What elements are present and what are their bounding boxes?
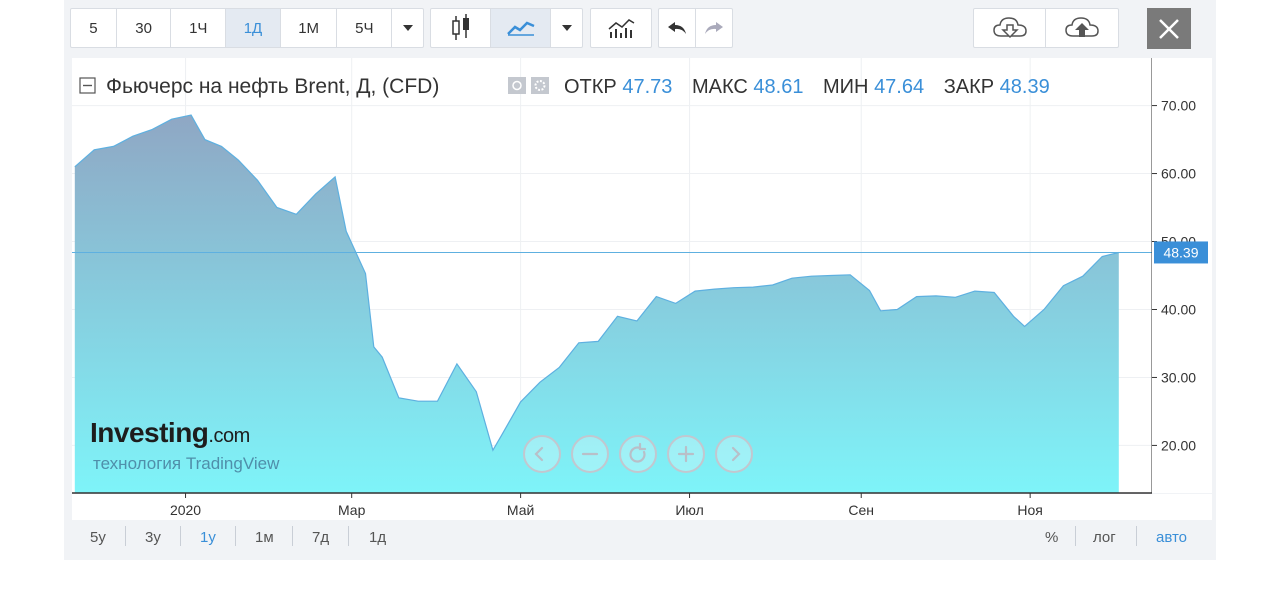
time-tick-label: Май — [507, 502, 534, 518]
indicators-button[interactable] — [591, 9, 651, 47]
style-dropdown-button[interactable] — [551, 9, 582, 47]
history-toolbar — [658, 8, 733, 48]
area-line-icon — [506, 21, 535, 36]
low-value: 47.64 — [874, 76, 924, 98]
cloud-download-icon — [992, 17, 1027, 39]
price-tick-label: 60.00 — [1161, 166, 1196, 182]
last-price-label: 48.39 — [1163, 244, 1198, 260]
time-tick-label: Июл — [675, 502, 703, 518]
watermark-brand-suffix: .com — [208, 425, 249, 447]
dropdown-icon — [402, 25, 413, 31]
price-tick-label: 20.00 — [1161, 437, 1196, 453]
interval-1d-button[interactable]: 1Д — [226, 9, 281, 47]
chart-navigation — [523, 435, 753, 473]
redo-button[interactable] — [696, 9, 733, 47]
range-1m-button[interactable]: 1м — [255, 529, 274, 546]
scroll-right-icon[interactable] — [715, 435, 753, 473]
price-tick-label: 40.00 — [1161, 301, 1196, 317]
watermark-tagline: технология TradingView — [93, 454, 280, 473]
open-label: ОТКР — [564, 76, 617, 98]
watermark: Investing.com технология TradingView — [90, 417, 280, 473]
auto-scale-toggle[interactable]: авто — [1156, 529, 1188, 546]
symbol-title: Фьючерс на нефть Brent, Д, (CFD) — [106, 75, 439, 98]
legend-eye-icon[interactable] — [508, 77, 526, 94]
high-value: 48.61 — [753, 76, 803, 98]
time-tick-label: Мар — [338, 502, 366, 518]
area-style-button[interactable] — [491, 9, 552, 47]
dropdown-icon — [561, 25, 572, 31]
range-7d-button[interactable]: 7д — [312, 529, 330, 546]
close-label: ЗАКР — [944, 76, 994, 98]
interval-dropdown-button[interactable] — [392, 9, 423, 47]
svg-text:ОТКР 47.73 МАКС: ОТКР 47.73 МАКС 48.61 МИН 47.64 ЗАКР 48.… — [564, 76, 1050, 98]
cloud-save-button[interactable] — [1046, 9, 1118, 47]
price-tick-label: 30.00 — [1161, 369, 1196, 385]
close-value: 48.39 — [1000, 76, 1050, 98]
range-bar: 5y 3y 1y 1м 7д 1д % лог авто — [72, 520, 1212, 554]
svg-text:Investing.com: Investing.com — [90, 417, 250, 448]
reset-icon[interactable] — [619, 435, 657, 473]
zoom-out-icon[interactable] — [571, 435, 609, 473]
last-price-tag: 48.39 — [1154, 241, 1208, 264]
candles-icon — [451, 14, 469, 40]
range-1y-button[interactable]: 1y — [200, 529, 216, 546]
price-area — [74, 115, 1119, 493]
interval-toolbar: 5 30 1Ч 1Д 1М 5Ч — [70, 8, 424, 48]
cloud-upload-icon — [1065, 17, 1099, 37]
indicators-toolbar — [590, 8, 652, 48]
redo-icon — [704, 22, 723, 34]
candles-style-button[interactable] — [431, 9, 492, 47]
interval-1h-button[interactable]: 1Ч — [171, 9, 227, 47]
watermark-brand: Investing — [90, 417, 208, 448]
close-button[interactable] — [1147, 8, 1191, 49]
legend: Фьючерс на нефть Brent, Д, (CFD) ОТКР 47… — [79, 75, 1050, 98]
range-5y-button[interactable]: 5y — [90, 529, 106, 546]
range-3y-button[interactable]: 3y — [145, 529, 161, 546]
cloud-load-button[interactable] — [974, 9, 1046, 47]
svg-text:Фьючерс на нефть Brent, Д, (CF: Фьючерс на нефть Brent, Д, (CFD) — [106, 75, 439, 98]
time-tick-label: Сен — [848, 502, 874, 518]
percent-scale-toggle[interactable]: % — [1045, 529, 1059, 546]
time-axis-labels: 2020 Мар Май Июл Сен Ноя — [170, 493, 1043, 518]
indicators-icon — [608, 19, 635, 38]
time-tick-label: 2020 — [170, 502, 201, 518]
time-tick-label: Ноя — [1017, 502, 1042, 518]
zoom-in-icon[interactable] — [667, 435, 705, 473]
cloud-toolbar — [973, 8, 1119, 48]
time-axis[interactable] — [72, 494, 1212, 520]
undo-button[interactable] — [659, 9, 696, 47]
open-value: 47.73 — [622, 76, 672, 98]
interval-30-button[interactable]: 30 — [117, 9, 172, 47]
legend-settings-icon[interactable] — [531, 77, 549, 94]
interval-5h-button[interactable]: 5Ч — [337, 9, 393, 47]
scroll-left-icon[interactable] — [523, 435, 561, 473]
low-label: МИН — [823, 76, 868, 98]
interval-5-button[interactable]: 5 — [71, 9, 117, 47]
high-label: МАКС — [692, 76, 748, 98]
price-tick-label: 70.00 — [1161, 98, 1196, 114]
price-line — [74, 114, 1119, 452]
undo-icon — [667, 22, 686, 34]
price-axis[interactable] — [1152, 58, 1212, 493]
log-scale-toggle[interactable]: лог — [1093, 529, 1116, 546]
range-1d-button[interactable]: 1д — [369, 529, 387, 546]
interval-1m-button[interactable]: 1М — [281, 9, 338, 47]
close-icon — [1159, 18, 1179, 39]
chart-style-toolbar — [430, 8, 583, 48]
